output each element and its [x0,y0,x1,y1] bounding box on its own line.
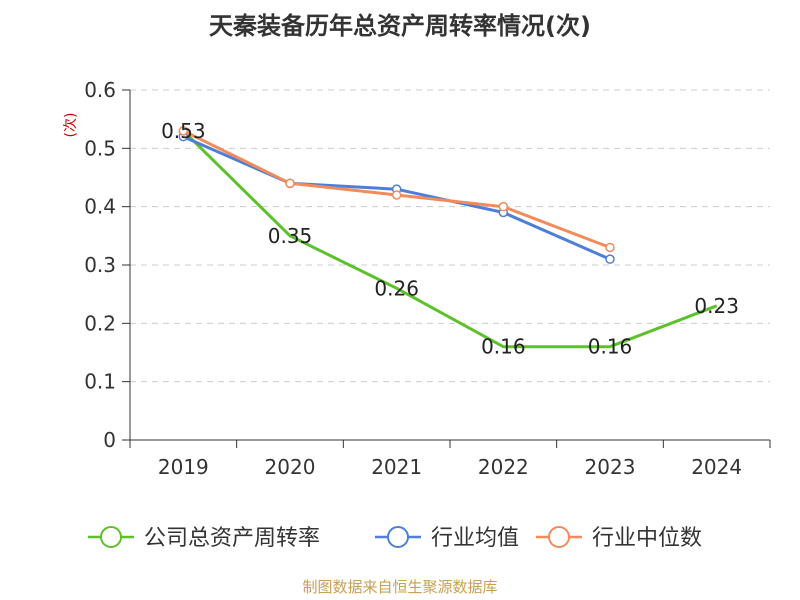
y-tick-label: 0.2 [84,311,116,335]
series-line-0 [182,129,718,349]
series-layer [178,126,718,349]
y-tick-label: 0.3 [84,253,116,277]
chart-title: 天秦装备历年总资产周转率情况(次) [209,12,591,40]
legend-item-2[interactable]: 行业中位数 [536,526,702,551]
legend-item-1[interactable]: 行业均值 [375,526,519,551]
x-tick-label: 2021 [371,455,422,479]
data-label: 0.23 [694,294,739,318]
y-tick-label: 0 [103,428,116,452]
data-point-2 [498,201,509,212]
y-axis: 0 0.1 0.2 0.3 0.4 0.5 0.6 [84,78,131,452]
legend-marker [100,526,122,548]
grid-lines [130,89,770,383]
x-tick-label: 2019 [158,455,209,479]
x-tick-label: 2023 [585,455,636,479]
data-label: 0.26 [374,276,419,300]
data-label: 0.53 [161,119,206,143]
source-note: 制图数据来自恒生聚源数据库 [302,578,497,596]
data-point-2 [605,242,615,253]
y-tick-label: 0.6 [84,78,116,102]
y-tick-label: 0.4 [84,195,116,219]
data-point-1 [605,254,615,264]
data-labels: 0.53 0.35 0.26 0.16 0.16 0.23 [161,119,739,359]
x-axis: 2019 2020 2021 2022 2023 2024 [129,439,771,479]
data-label: 0.16 [588,335,633,359]
data-point-2 [391,190,402,200]
y-axis-label: (次) [63,113,79,138]
data-point-2 [178,126,189,136]
legend-marker [548,526,570,548]
y-tick-label: 0.5 [84,136,116,160]
data-point-2 [285,178,295,189]
data-label: 0.35 [268,224,313,248]
y-tick-label: 0.1 [84,370,116,394]
legend-label: 行业均值 [431,526,519,551]
x-tick-label: 2022 [478,455,529,479]
legend-marker [387,526,409,548]
x-tick-label: 2024 [691,455,742,479]
data-label: 0.16 [481,335,526,359]
x-tick-label: 2020 [265,455,316,479]
legend-label: 行业中位数 [592,526,702,551]
legend-label: 公司总资产周转率 [144,526,320,551]
legend-item-0[interactable]: 公司总资产周转率 [88,526,320,551]
legend: 公司总资产周转率 行业均值 行业中位数 [88,526,702,551]
